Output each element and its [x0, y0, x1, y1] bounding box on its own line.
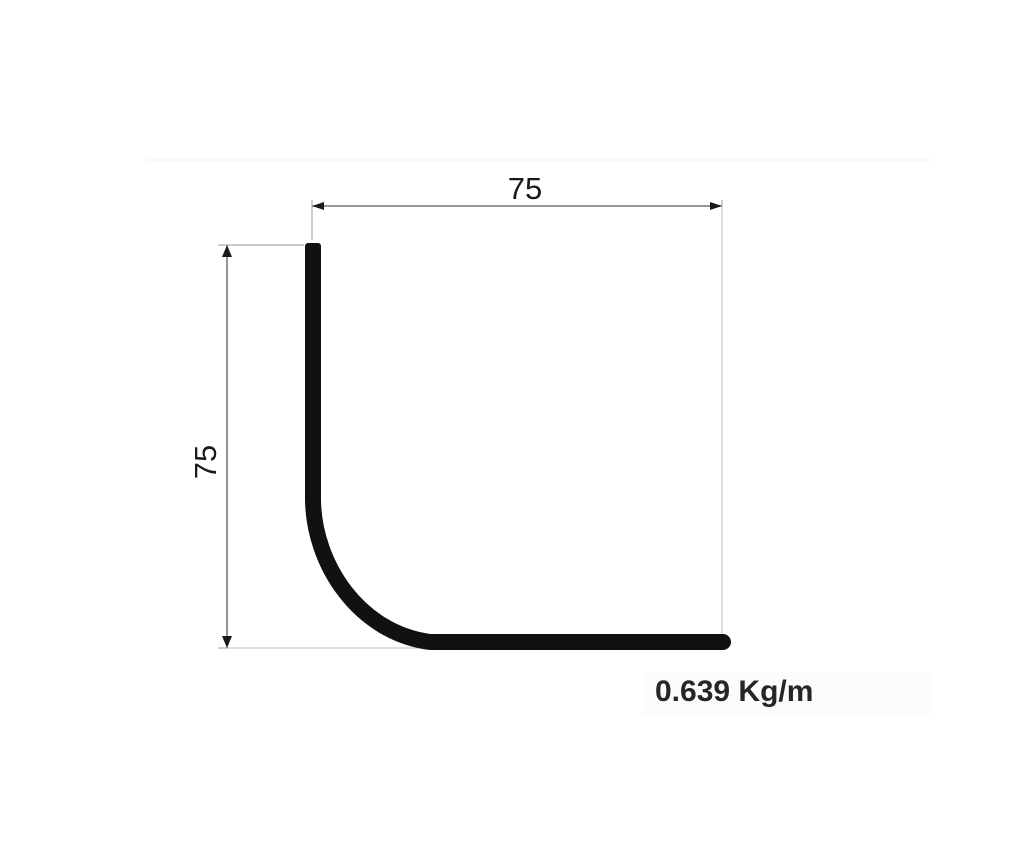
svg-text:0.639 Kg/m: 0.639 Kg/m: [655, 675, 813, 708]
svg-text:75: 75: [188, 445, 223, 479]
svg-text:75: 75: [508, 171, 542, 206]
